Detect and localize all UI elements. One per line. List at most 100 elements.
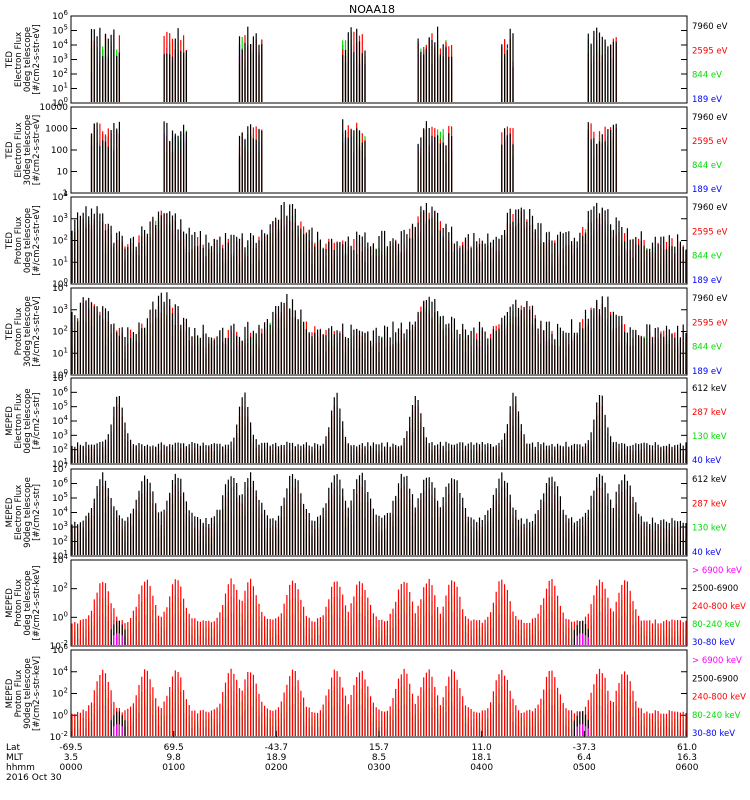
legend-entry: 240-800 keV <box>692 602 746 612</box>
y-axis-label: Proton Flux <box>14 308 24 356</box>
series-trace-black <box>71 472 687 555</box>
y-tick-label: 104 <box>52 414 68 427</box>
y-axis-label: Electron Flux <box>14 122 24 177</box>
y-axis-label: 30deg telescope <box>23 115 33 186</box>
series-trace-black <box>71 202 687 283</box>
x-tick-lat: 11.0 <box>472 743 492 753</box>
y-tick-label: 100 <box>51 146 68 156</box>
y-axis-label: Proton Flux <box>14 579 24 627</box>
legend-entry: 287 keV <box>692 499 727 509</box>
legend-entry: 189 eV <box>692 367 722 377</box>
y-tick-label: 104 <box>52 190 68 203</box>
legend-entry: 40 keV <box>692 456 721 466</box>
legend-entry: 2595 eV <box>692 137 728 147</box>
plot-frame <box>70 559 688 647</box>
x-tick-mlt: 18.1 <box>472 753 492 763</box>
legend-entry: 7960 eV <box>692 22 728 32</box>
y-tick-label: 104 <box>52 38 68 51</box>
y-tick-label: 102 <box>52 325 68 338</box>
x-tick-mlt: 3.5 <box>64 753 78 763</box>
y-tick-label: 102 <box>52 535 68 548</box>
legend-entry: 7960 eV <box>692 113 728 123</box>
legend-entry: 612 keV <box>692 384 727 394</box>
x-tick-lat: 61.0 <box>677 743 697 753</box>
y-axis-label: MEPED <box>5 497 15 527</box>
y-tick-label: 102 <box>52 687 68 700</box>
y-tick-label: 10000 <box>39 103 68 113</box>
x-date-label: 2016 Oct 30 <box>6 773 62 783</box>
y-axis-label: TED <box>5 141 15 160</box>
series-trace-red <box>71 578 687 645</box>
y-axis-label: TED <box>5 322 15 341</box>
y-tick-label: 103 <box>52 53 68 66</box>
x-tick-time: 0200 <box>265 763 288 773</box>
series-trace-black <box>110 711 589 736</box>
legend-entry: 287 keV <box>692 408 727 418</box>
legend-entry: 130 keV <box>692 524 727 534</box>
y-axis-label: TED <box>5 50 15 69</box>
legend-entry: 7960 eV <box>692 294 728 304</box>
legend-entry: 2500-6900 <box>692 584 738 594</box>
legend-entry: 80-240 keV <box>692 711 741 721</box>
legend-entry: 189 eV <box>692 185 722 195</box>
x-tick-mlt: 9.8 <box>167 753 182 763</box>
plot-frame <box>70 106 688 194</box>
y-tick-label: 106 <box>52 477 68 490</box>
x-row-label: MLT <box>6 753 24 763</box>
x-tick-lat: -69.5 <box>59 743 82 753</box>
x-tick-time: 0600 <box>676 763 699 773</box>
y-tick-label: 103 <box>52 428 68 441</box>
series-trace-red <box>71 668 687 736</box>
legend-entry: 844 eV <box>692 71 722 81</box>
y-tick-label: 100 <box>52 610 68 623</box>
y-axis-label: 0deg telescope <box>23 388 33 453</box>
legend-entry: 2595 eV <box>692 46 728 56</box>
y-axis-label: 0deg telescope <box>23 208 33 273</box>
y-tick-label: 101 <box>52 255 68 268</box>
y-tick-label: 105 <box>52 24 68 37</box>
x-tick-mlt: 8.5 <box>372 753 386 763</box>
y-axis-label: 0deg telescope <box>23 27 33 92</box>
y-axis-label: MEPED <box>5 406 15 436</box>
y-axis-label: MEPED <box>5 588 15 618</box>
y-tick-label: 1 <box>62 189 68 199</box>
figure-title: NOAA18 <box>349 3 395 16</box>
y-axis-label: 90deg telescope <box>23 477 33 548</box>
legend-entry: 80-240 keV <box>692 620 741 630</box>
y-axis-label: [#/cm2-s-str] <box>32 393 42 450</box>
legend-entry: 844 eV <box>692 252 722 262</box>
x-row-label: Lat <box>6 743 21 753</box>
legend-entry: > 6900 keV <box>692 566 742 576</box>
y-axis-label: Proton Flux <box>14 217 24 265</box>
y-tick-label: 100 <box>52 708 68 721</box>
legend-entry: 2500-6900 <box>692 674 738 684</box>
legend-entry: 30-80 keV <box>692 638 735 648</box>
x-tick-time: 0400 <box>470 763 493 773</box>
legend-entry: 240-800 keV <box>692 693 746 703</box>
y-axis-label: TED <box>5 231 15 250</box>
series-trace-black <box>90 119 617 192</box>
legend-entry: 130 keV <box>692 432 727 442</box>
y-tick-label: 105 <box>52 400 68 413</box>
legend-entry: > 6900 keV <box>692 656 742 666</box>
legend-entry: 612 keV <box>692 475 727 485</box>
series-trace-magenta <box>113 633 589 645</box>
y-axis-label: [#/cm2-s-str-keV] <box>32 656 42 731</box>
x-tick-lat: 69.5 <box>164 743 184 753</box>
series-trace-black <box>90 26 617 102</box>
x-tick-time: 0500 <box>573 763 596 773</box>
legend-entry: 189 eV <box>692 95 722 105</box>
y-tick-label: 10 <box>57 168 69 178</box>
y-axis-label: [#/cm2-s-str-eV] <box>32 296 42 366</box>
y-tick-label: 102 <box>52 234 68 247</box>
y-tick-label: 106 <box>52 385 68 398</box>
series-trace-black <box>71 392 687 463</box>
y-tick-label: 103 <box>52 212 68 225</box>
